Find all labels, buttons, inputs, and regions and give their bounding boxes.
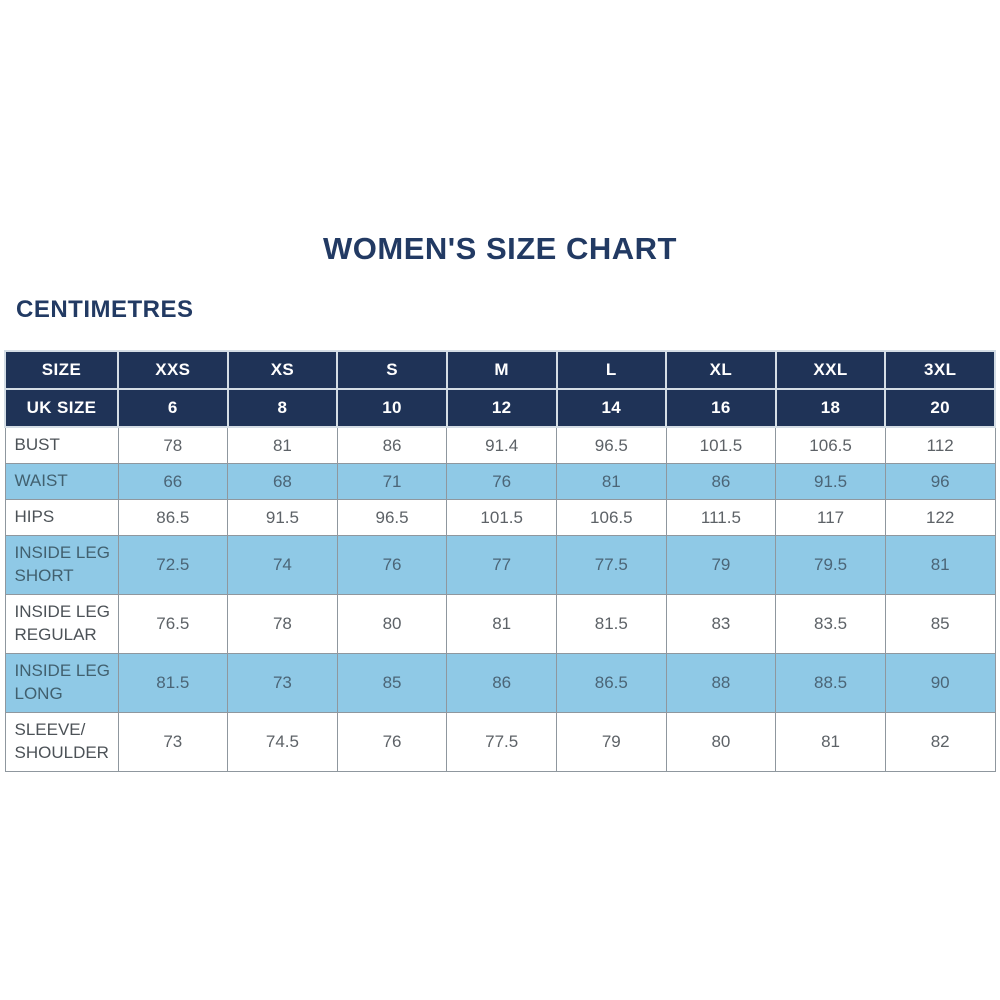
value-cell: 81.5 [117,652,229,713]
row-label-cell: INSIDE LEG LONG [4,652,119,713]
uk-size-cell: 18 [774,388,887,428]
uk-size-cell: 20 [884,388,996,428]
size-header-cell: XS [226,350,339,390]
row-label-cell: INSIDE LEG SHORT [4,535,119,595]
value-cell: 73 [227,652,338,713]
value-cell: 74.5 [227,711,338,772]
value-cell: 85 [336,652,448,713]
size-table: SIZE XXS XS S M L XL XXL 3XL UK SIZE 6 8… [4,350,996,772]
row-label-cell: BUST [4,426,119,464]
value-cell: 81 [884,535,996,595]
size-header-cell: XL [665,350,777,390]
row-label-cell: SLEEVE/ SHOULDER [4,711,119,772]
value-cell: 101.5 [446,499,557,536]
uk-size-cell: 10 [336,388,448,428]
uk-size-cell: 6 [117,388,229,428]
value-cell: 76 [446,463,557,500]
uk-size-header-label: UK SIZE [4,388,119,428]
table-row: WAIST 66 68 71 76 81 86 91.5 96 [4,463,996,500]
value-cell: 111.5 [665,499,777,536]
value-cell: 80 [665,711,777,772]
value-cell: 77.5 [446,711,557,772]
size-header-label: SIZE [4,350,119,390]
value-cell: 79 [556,711,667,772]
unit-label: CENTIMETRES [16,296,194,323]
table-row: HIPS 86.5 91.5 96.5 101.5 106.5 111.5 117 122 [4,499,996,536]
table-row: SLEEVE/ SHOULDER 73 74.5 76 77.5 79 80 81 82 [4,711,996,772]
value-cell: 86 [336,426,448,464]
value-cell: 81 [556,463,667,500]
table-row: INSIDE LEG LONG 81.5 73 85 86 86.5 88 88.5 90 [4,652,996,713]
value-cell: 112 [884,426,996,464]
page-title: WOMEN'S SIZE CHART [323,231,677,266]
row-label-cell: WAIST [4,463,119,500]
value-cell: 79.5 [775,535,886,595]
value-cell: 76.5 [117,593,229,654]
table-row: BUST 78 81 86 91.4 96.5 101.5 106.5 112 [4,426,996,464]
size-header-cell: XXS [117,350,229,390]
value-cell: 96.5 [336,499,448,536]
value-cell: 76 [336,535,448,595]
value-cell: 101.5 [665,426,777,464]
value-cell: 83 [665,593,777,654]
value-cell: 106.5 [775,426,886,464]
row-label-cell: HIPS [4,499,119,536]
uk-size-cell: 12 [445,388,558,428]
size-header-cell: XXL [774,350,887,390]
table-row: INSIDE LEG REGULAR 76.5 78 80 81 81.5 83 83.5 85 [4,593,996,654]
value-cell: 106.5 [556,499,667,536]
value-cell: 66 [117,463,229,500]
value-cell: 83.5 [775,593,886,654]
value-cell: 88 [665,652,777,713]
value-cell: 77 [446,535,557,595]
value-cell: 72.5 [117,535,229,595]
value-cell: 68 [227,463,338,500]
value-cell: 81.5 [556,593,667,654]
value-cell: 78 [227,593,338,654]
size-table-body: BUST 78 81 86 91.4 96.5 101.5 106.5 112 WAIST 66 68… [4,426,996,772]
value-cell: 76 [336,711,448,772]
value-cell: 85 [884,593,996,654]
size-header-cell: 3XL [884,350,996,390]
value-cell: 73 [117,711,229,772]
value-cell: 81 [775,711,886,772]
size-header-cell: L [555,350,668,390]
uk-size-cell: 8 [226,388,339,428]
value-cell: 86.5 [556,652,667,713]
uk-size-cell: 14 [555,388,668,428]
value-cell: 78 [117,426,229,464]
value-cell: 91.4 [446,426,557,464]
uk-size-cell: 16 [665,388,777,428]
value-cell: 91.5 [227,499,338,536]
row-label-cell: INSIDE LEG REGULAR [4,593,119,654]
value-cell: 82 [884,711,996,772]
value-cell: 86 [446,652,557,713]
value-cell: 80 [336,593,448,654]
value-cell: 77.5 [556,535,667,595]
value-cell: 86.5 [117,499,229,536]
value-cell: 117 [775,499,886,536]
value-cell: 81 [227,426,338,464]
size-header-cell: S [336,350,448,390]
size-table-head: SIZE XXS XS S M L XL XXL 3XL UK SIZE 6 8… [4,350,996,428]
value-cell: 71 [336,463,448,500]
value-cell: 88.5 [775,652,886,713]
value-cell: 74 [227,535,338,595]
value-cell: 81 [446,593,557,654]
value-cell: 96 [884,463,996,500]
value-cell: 90 [884,652,996,713]
value-cell: 86 [665,463,777,500]
size-header-cell: M [445,350,558,390]
uk-size-header-row: UK SIZE 6 8 10 12 14 16 18 20 [4,388,996,428]
value-cell: 91.5 [775,463,886,500]
value-cell: 96.5 [556,426,667,464]
size-header-row: SIZE XXS XS S M L XL XXL 3XL [4,350,996,390]
table-row: INSIDE LEG SHORT 72.5 74 76 77 77.5 79 79.5 81 [4,535,996,595]
value-cell: 79 [665,535,777,595]
value-cell: 122 [884,499,996,536]
